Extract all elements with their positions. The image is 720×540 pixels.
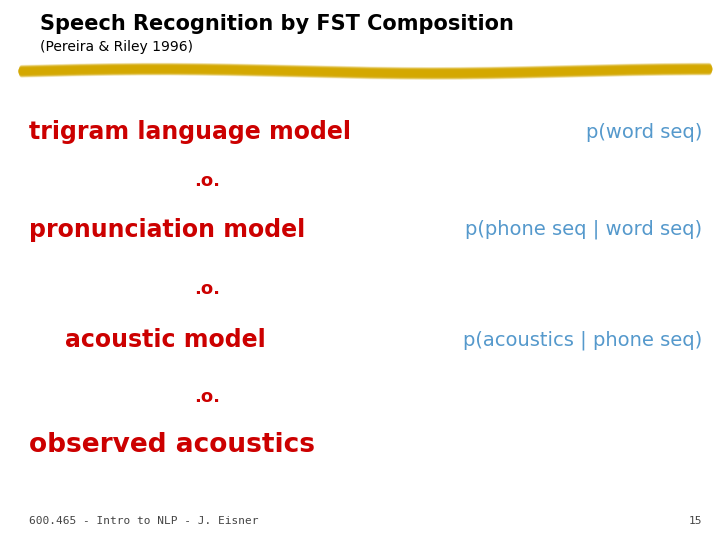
Text: 15: 15 [688, 516, 702, 526]
Text: p(phone seq | word seq): p(phone seq | word seq) [465, 220, 702, 239]
Text: .o.: .o. [194, 280, 220, 298]
Text: acoustic model: acoustic model [65, 328, 266, 352]
Text: observed acoustics: observed acoustics [29, 433, 315, 458]
Text: p(acoustics | phone seq): p(acoustics | phone seq) [463, 330, 702, 350]
Text: (Pereira & Riley 1996): (Pereira & Riley 1996) [40, 40, 193, 55]
Text: .o.: .o. [194, 388, 220, 406]
Text: pronunciation model: pronunciation model [29, 218, 305, 241]
Text: 600.465 - Intro to NLP - J. Eisner: 600.465 - Intro to NLP - J. Eisner [29, 516, 258, 526]
Text: p(word seq): p(word seq) [585, 123, 702, 142]
Text: Speech Recognition by FST Composition: Speech Recognition by FST Composition [40, 14, 513, 33]
Text: .o.: .o. [194, 172, 220, 190]
Text: trigram language model: trigram language model [29, 120, 351, 144]
